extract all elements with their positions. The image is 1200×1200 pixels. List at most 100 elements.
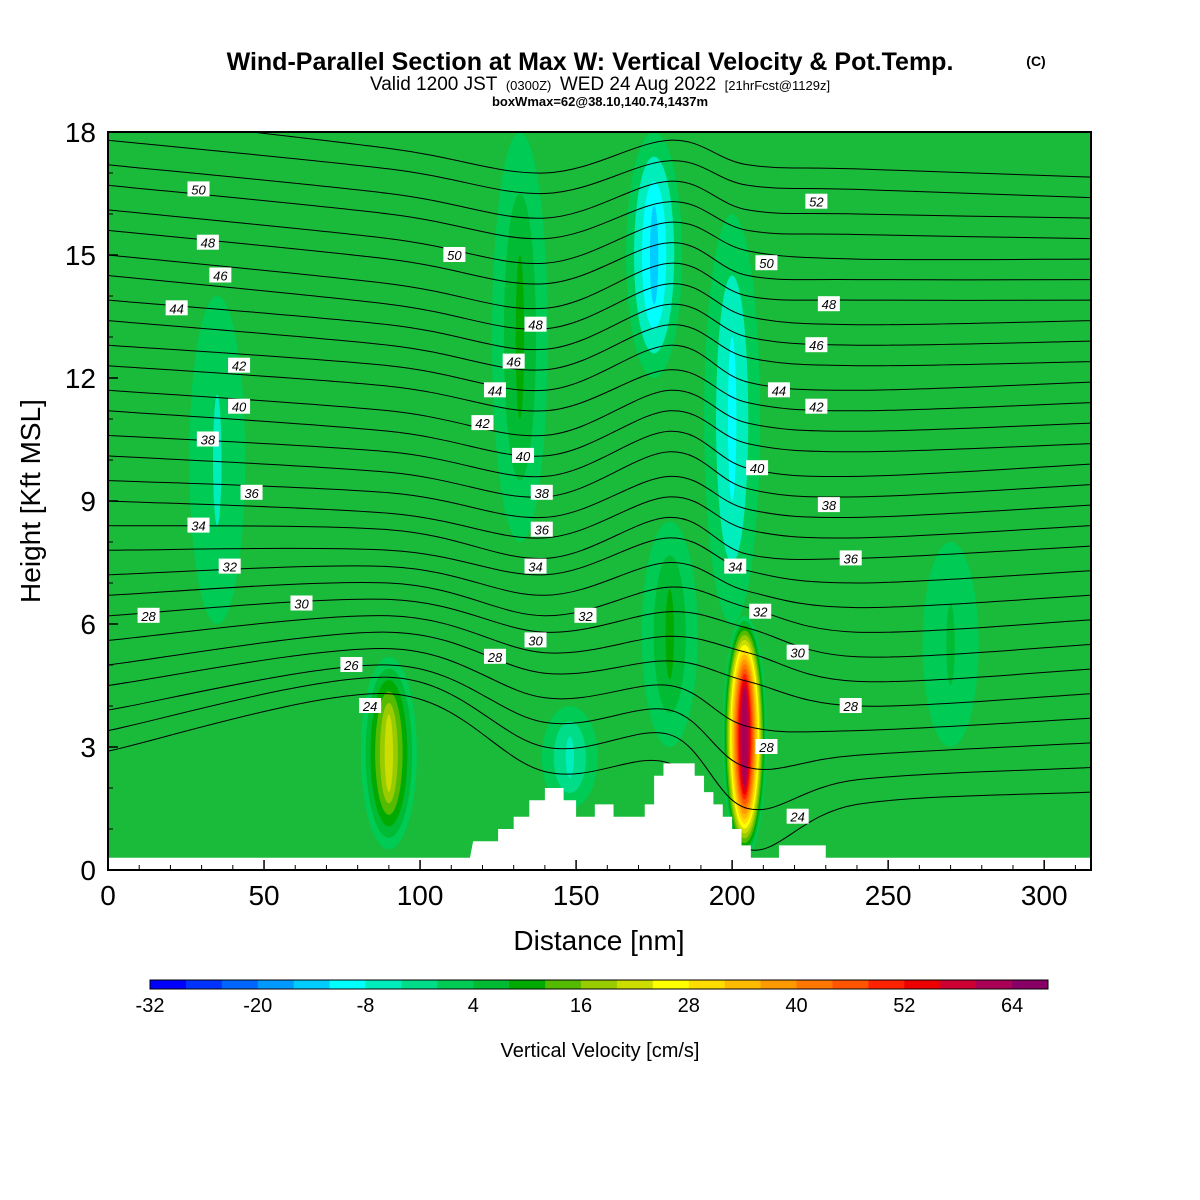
contour-label-box bbox=[483, 648, 506, 664]
theta-contour bbox=[108, 164, 1091, 219]
velocity-band bbox=[946, 603, 955, 686]
colorbar-swatch bbox=[616, 980, 654, 989]
contour-label-text: 34 bbox=[728, 560, 742, 575]
theta-contour bbox=[108, 561, 1091, 609]
colorbar: -32 -20 -8 4 16 28 40 52 64 bbox=[136, 979, 1049, 1017]
theta-contour bbox=[108, 389, 1091, 437]
theta-contour bbox=[108, 615, 1091, 683]
contour-label-box bbox=[786, 644, 809, 660]
contour-label-text: 28 bbox=[758, 740, 774, 755]
theta-contour bbox=[108, 581, 1091, 633]
contour-label-text: 32 bbox=[753, 605, 768, 620]
theta-contour bbox=[108, 475, 1091, 519]
contour-label-text: 30 bbox=[294, 597, 309, 612]
contour-label-box bbox=[817, 296, 840, 312]
y-tick-label: 6 bbox=[80, 609, 96, 640]
contour-label-box bbox=[574, 607, 597, 623]
contour-label-box bbox=[755, 739, 778, 754]
contour-label: 38 bbox=[196, 431, 219, 448]
contour-label-text: 50 bbox=[191, 182, 206, 197]
colorbar-swatch bbox=[652, 980, 690, 989]
contour-label: 52 bbox=[805, 193, 828, 210]
contour-label: 42 bbox=[228, 357, 251, 374]
contour-label-text: 38 bbox=[822, 498, 837, 513]
contour-label-text: 42 bbox=[475, 416, 490, 431]
colorbar-tick-label: 52 bbox=[893, 995, 915, 1017]
y-tick-label: 3 bbox=[80, 732, 96, 763]
colorbar-swatch bbox=[904, 980, 941, 989]
contour-label: 48 bbox=[196, 234, 219, 251]
contour-label-box bbox=[530, 484, 553, 500]
contour-label-box bbox=[483, 382, 506, 398]
chart-title-mark: (C) bbox=[1026, 53, 1045, 69]
contour-label: 36 bbox=[530, 521, 553, 538]
contour-label-box bbox=[187, 181, 210, 197]
contour-label-box bbox=[805, 193, 828, 209]
contour-label: 50 bbox=[187, 181, 210, 197]
chart-title: Wind-Parallel Section at Max W: Vertical… bbox=[227, 48, 954, 76]
contour-label: 34 bbox=[724, 558, 747, 575]
contour-label: 44 bbox=[483, 382, 506, 398]
theta-contour bbox=[108, 320, 1091, 371]
contour-label: 44 bbox=[165, 300, 188, 316]
colorbar-swatch bbox=[976, 980, 1013, 989]
x-tick-label: 0 bbox=[100, 880, 116, 911]
contour-label: 28 bbox=[839, 698, 862, 714]
contour-label-box bbox=[724, 558, 747, 574]
contour-label-text: 28 bbox=[140, 609, 156, 624]
theta-contour bbox=[108, 496, 1091, 539]
theta-contour bbox=[108, 598, 1091, 658]
contour-label-text: 36 bbox=[535, 523, 550, 538]
contour-label-text: 42 bbox=[809, 400, 824, 415]
contour-label-box bbox=[187, 517, 210, 533]
x-tick-label: 100 bbox=[397, 880, 444, 911]
contour-label-box bbox=[196, 431, 219, 447]
contour-label-text: 46 bbox=[506, 355, 521, 370]
contour-label: 46 bbox=[805, 337, 828, 353]
contour-label-text: 46 bbox=[809, 338, 824, 353]
velocity-feature bbox=[491, 132, 548, 542]
contour-label-box bbox=[218, 558, 241, 574]
colorbar-tick-label: -20 bbox=[243, 995, 272, 1017]
contour-label: 28 bbox=[755, 739, 778, 755]
contour-label: 32 bbox=[749, 603, 772, 620]
velocity-band bbox=[384, 714, 394, 792]
contour-label-text: 36 bbox=[843, 551, 858, 566]
contour-label-box bbox=[805, 398, 828, 414]
contour-label: 50 bbox=[443, 247, 466, 263]
theta-contour bbox=[108, 410, 1091, 457]
contour-label-box bbox=[839, 698, 862, 713]
contour-label: 26 bbox=[340, 657, 363, 673]
contour-label-text: 38 bbox=[201, 433, 216, 448]
x-tick-label: 300 bbox=[1021, 880, 1068, 911]
contour-label: 30 bbox=[786, 644, 809, 661]
contour-label: 40 bbox=[746, 460, 769, 476]
colorbar-tick-label: 64 bbox=[1001, 995, 1023, 1017]
colorbar-tick-label: -8 bbox=[357, 995, 375, 1017]
contour-label-text: 30 bbox=[528, 633, 543, 648]
contour-label: 36 bbox=[839, 550, 862, 566]
contour-label: 34 bbox=[187, 517, 210, 534]
contour-label-box bbox=[524, 316, 547, 332]
contour-label-text: 24 bbox=[362, 699, 377, 714]
velocity-band bbox=[565, 736, 575, 778]
colorbar-tick-label: -32 bbox=[136, 995, 165, 1017]
colorbar-swatch bbox=[688, 980, 726, 989]
contour-label-text: 50 bbox=[447, 248, 462, 263]
velocity-feature bbox=[541, 706, 598, 809]
colorbar-swatch bbox=[724, 980, 762, 989]
theta-contour bbox=[108, 693, 1091, 851]
contour-label-box bbox=[767, 382, 790, 398]
contour-label-box bbox=[240, 484, 263, 500]
y-tick-label: 9 bbox=[80, 486, 96, 517]
plot-area: 50 48 46 44 42 40 38 36 34 32 30 28 26 24 50 48 46 44 42 40… bbox=[107, 131, 1092, 871]
x-tick-label: 150 bbox=[553, 880, 600, 911]
contour-label: 40 bbox=[228, 398, 251, 415]
contour-label-text: 24 bbox=[789, 810, 804, 825]
contour-label-box bbox=[471, 415, 494, 431]
theta-contour bbox=[108, 365, 1091, 412]
colorbar-frame bbox=[149, 979, 1049, 990]
contour-label-box bbox=[817, 497, 840, 513]
colorbar-swatch bbox=[365, 980, 402, 989]
